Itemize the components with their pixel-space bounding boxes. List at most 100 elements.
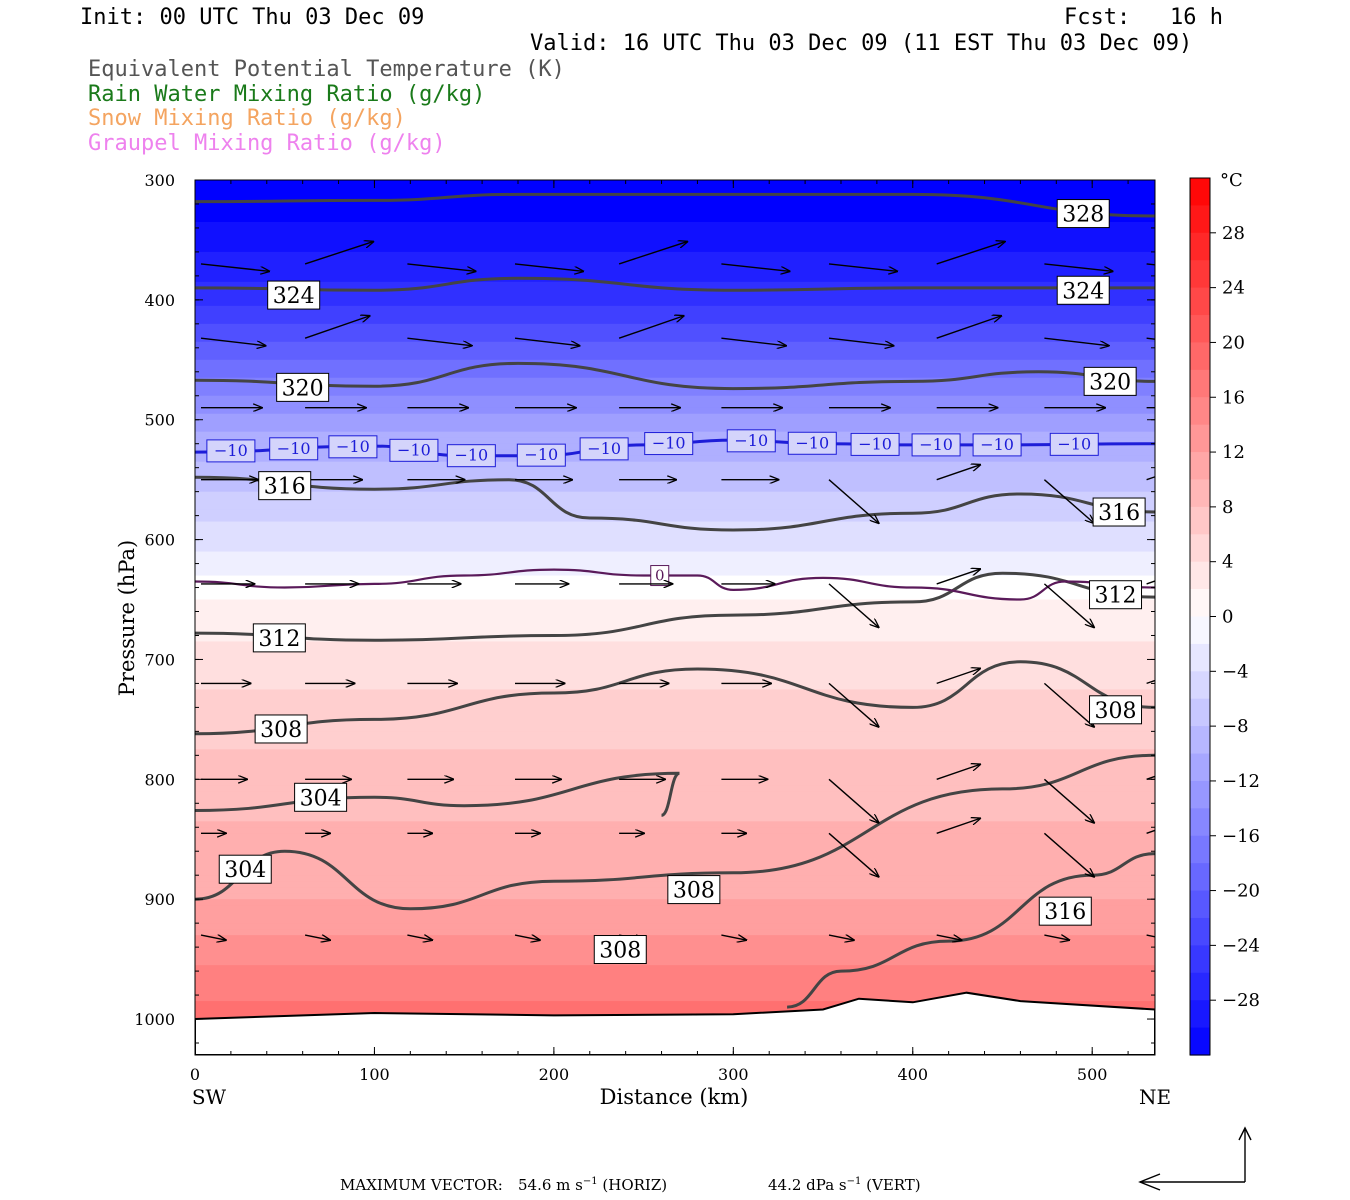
temp-band	[195, 947, 1155, 954]
colorbar-swatch	[1190, 315, 1210, 344]
temp-band	[195, 545, 1155, 553]
colorbar-swatch	[1190, 342, 1210, 371]
legend-equivalent-potential-temperature: Equivalent Potential Temperature (K)	[88, 57, 565, 82]
colorbar-swatch	[1190, 260, 1210, 289]
colorbar-tick-label: −12	[1222, 771, 1260, 792]
temp-band	[195, 527, 1155, 535]
colorbar-tick-label: −16	[1222, 826, 1260, 847]
temp-band	[195, 239, 1155, 247]
contour-label-box	[1083, 366, 1137, 396]
temp-band	[195, 281, 1155, 289]
isotherm-label-box	[206, 439, 256, 463]
contour-label: 308	[1095, 699, 1137, 724]
colorbar-swatch	[1190, 890, 1210, 919]
contour-label: 308	[673, 879, 715, 904]
temp-band	[195, 251, 1155, 259]
x-tick-label: 100	[359, 1065, 390, 1084]
wind-vector	[828, 682, 879, 726]
wind-vector	[936, 569, 980, 585]
wind-vector	[200, 337, 266, 346]
temp-band	[195, 713, 1155, 720]
wind-vector	[304, 316, 370, 339]
wind-vector	[828, 832, 879, 876]
temp-band	[195, 629, 1155, 637]
temp-band	[195, 479, 1155, 487]
colorbar-swatch	[1190, 397, 1210, 426]
wind-vector	[828, 479, 879, 523]
temp-band	[195, 389, 1155, 397]
colorbar-tick-label: −28	[1222, 990, 1260, 1011]
wind-vector	[407, 337, 471, 346]
temp-band	[195, 305, 1155, 313]
isotherm-label-box	[389, 438, 439, 462]
wind-vector	[200, 935, 226, 940]
colorbar-swatch	[1190, 698, 1210, 727]
temp-band	[195, 503, 1155, 511]
colorbar-swatch	[1190, 178, 1210, 207]
theta-e-contour-308	[195, 660, 1155, 736]
wind-vector	[1043, 479, 1094, 523]
temp-band	[195, 180, 1155, 187]
colorbar-swatch	[1190, 671, 1210, 700]
temp-band	[195, 551, 1155, 559]
colorbar-swatch	[1190, 1000, 1210, 1029]
isotherm-label: −10	[734, 431, 768, 450]
colorbar-swatch	[1190, 917, 1210, 946]
colorbar-swatch	[1190, 561, 1210, 590]
temp-band	[195, 815, 1155, 822]
temp-band	[195, 941, 1155, 948]
temp-band	[195, 659, 1155, 667]
isotherm-lines: −10 −10 −10 −10 −10 −10 −10 −10 −10 −10 −10 −10 −10 −…	[195, 429, 1155, 601]
isotherm-label: 0	[655, 567, 665, 585]
temp-band	[195, 761, 1155, 768]
temp-band	[195, 533, 1155, 541]
temp-band	[195, 329, 1155, 337]
colorbar-swatch	[1190, 972, 1210, 1001]
temp-band	[195, 377, 1155, 385]
isotherm-label-box	[644, 432, 694, 456]
temp-band	[195, 581, 1155, 589]
contour-label: 324	[1062, 279, 1104, 304]
x-tick-label: 300	[718, 1065, 749, 1084]
temp-band	[195, 701, 1155, 708]
temp-band	[195, 299, 1155, 307]
temp-band	[195, 623, 1155, 631]
temp-band	[195, 197, 1155, 205]
temp-band	[195, 911, 1155, 918]
isotherm-label: −10	[858, 434, 892, 453]
colorbar-swatch	[1190, 945, 1210, 974]
contour-label: 312	[258, 627, 300, 652]
temp-band	[195, 599, 1155, 607]
axes: 300 400 500 600 700 800 900 1000 0 100 200 300 400 50…	[115, 171, 1171, 1109]
temp-band	[195, 797, 1155, 804]
x-tick-label: 400	[897, 1065, 928, 1084]
isotherm-label: −10	[336, 437, 370, 456]
temp-band	[195, 263, 1155, 271]
theta-e-contour-320	[195, 361, 1155, 391]
colorbar-swatch	[1190, 589, 1210, 618]
temp-band	[195, 971, 1155, 978]
wind-vectors	[200, 242, 1155, 1039]
colorbar-tick-label: −4	[1222, 661, 1249, 682]
temp-band	[195, 821, 1155, 828]
temp-band	[195, 593, 1155, 601]
contour-label: 324	[273, 284, 315, 309]
temp-band	[195, 1007, 1155, 1014]
wind-vector	[1146, 580, 1155, 585]
contour-label-box	[667, 875, 721, 905]
temp-band	[195, 287, 1155, 295]
contour-label-box	[267, 280, 321, 310]
isotherm-label: −10	[1057, 434, 1091, 453]
temp-band	[195, 425, 1155, 433]
temp-band	[195, 803, 1155, 810]
temp-band	[195, 989, 1155, 996]
y-tick-label: 1000	[134, 1010, 175, 1029]
y-tick-label: 900	[144, 890, 175, 909]
contour-label-box	[276, 372, 330, 402]
wind-vector	[721, 935, 746, 940]
temp-band	[195, 791, 1155, 798]
contour-label: 304	[300, 786, 342, 811]
contour-label-box	[252, 623, 306, 653]
wind-vector	[407, 935, 432, 940]
